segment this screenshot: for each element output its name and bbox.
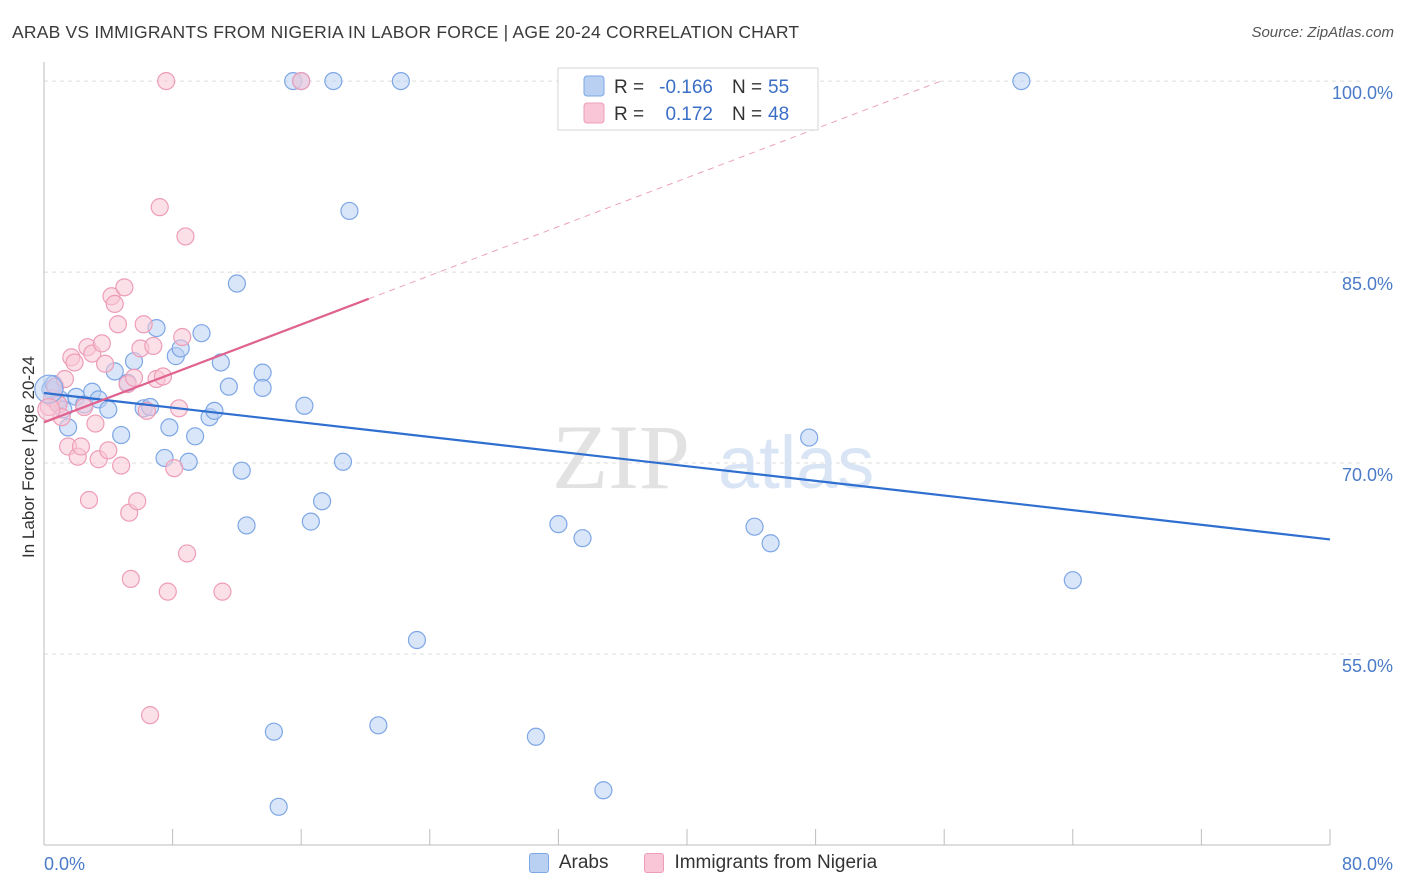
legend-swatch-arabs <box>583 75 605 97</box>
nigeria-point <box>95 354 115 373</box>
y-tick-label: 85.0% <box>1342 274 1393 294</box>
nigeria-point <box>128 492 147 511</box>
nigeria-point <box>137 401 156 420</box>
arabs-trend-line <box>43 391 1331 541</box>
arabs-point <box>112 425 131 445</box>
arabs-point <box>549 515 568 534</box>
nigeria-point <box>105 294 124 314</box>
nigeria-point <box>92 334 111 353</box>
arabs-point <box>253 363 272 382</box>
watermark-atlas: atlas <box>718 421 874 504</box>
nigeria-point <box>115 278 134 297</box>
chart-source: Source: ZipAtlas.com <box>1251 24 1394 41</box>
nigeria-point <box>158 582 177 601</box>
watermark: ZIP atlas <box>552 406 874 508</box>
legend-n-label-nigeria: N = <box>732 104 762 125</box>
chart-title: ARAB VS IMMIGRANTS FROM NIGERIA IN LABOR… <box>12 22 800 42</box>
arabs-point <box>407 630 427 650</box>
nigeria-point <box>177 544 197 563</box>
data-points <box>34 71 1082 816</box>
arabs-point <box>340 201 359 221</box>
arabs-point <box>594 781 613 800</box>
axes <box>43 62 1331 846</box>
legend-swatch-nigeria <box>583 102 605 124</box>
arabs-point <box>526 727 545 746</box>
bottom-legend-nigeria[interactable]: Immigrants from Nigeria <box>644 852 877 874</box>
nigeria-point <box>176 227 195 246</box>
arabs-point <box>324 71 343 91</box>
arabs-point <box>301 512 320 531</box>
arabs-point <box>99 400 118 419</box>
nigeria-trend-line <box>43 297 370 424</box>
bottom-legend-label-arabs: Arabs <box>558 852 609 873</box>
arabs-point <box>1012 71 1031 91</box>
nigeria-point <box>108 315 128 334</box>
legend-r-label-arabs: R = <box>614 77 644 98</box>
bottom-legend-label-nigeria: Immigrants from Nigeria <box>674 852 878 873</box>
nigeria-point <box>65 353 84 372</box>
legend: R = -0.166 N = 55 R = 0.172 N = 48 <box>557 67 819 131</box>
arabs-point <box>186 427 205 446</box>
nigeria-point <box>71 437 91 456</box>
arabs-point <box>160 418 179 437</box>
nigeria-point <box>173 327 192 347</box>
arabs-point <box>269 797 288 816</box>
legend-n-value-arabs: 55 <box>768 77 789 98</box>
arabs-point <box>264 722 283 741</box>
arabs-point <box>237 516 256 535</box>
nigeria-point <box>150 198 169 217</box>
arabs-point <box>745 517 764 536</box>
nigeria-point <box>79 490 99 510</box>
bottom-legend-swatch-arabs <box>528 853 549 873</box>
y-tick-label: 55.0% <box>1342 656 1393 676</box>
arabs-point <box>391 71 410 91</box>
nigeria-point <box>157 71 176 91</box>
nigeria-point <box>165 459 184 478</box>
arabs-point <box>333 452 353 471</box>
legend-r-value-arabs: -0.166 <box>659 77 713 98</box>
legend-n-value-nigeria: 48 <box>768 104 789 125</box>
arabs-point <box>1063 571 1082 590</box>
x-tick-label-left: 0.0% <box>44 854 85 874</box>
nigeria-point <box>124 368 144 387</box>
nigeria-point <box>112 456 131 475</box>
y-axis-title: In Labor Force | Age 20-24 <box>19 356 38 558</box>
nigeria-point <box>140 706 160 725</box>
arabs-point <box>761 534 780 553</box>
nigeria-point <box>86 414 105 433</box>
y-tick-label: 100.0% <box>1332 83 1393 103</box>
arabs-point <box>573 529 592 548</box>
grid-lines <box>44 80 1362 655</box>
arabs-point <box>232 461 251 480</box>
bottom-legend-swatch-nigeria <box>644 853 665 873</box>
nigeria-point <box>144 336 163 356</box>
arabs-point <box>295 396 314 415</box>
arabs-point <box>192 324 211 343</box>
nigeria-point <box>292 71 311 91</box>
arabs-point <box>253 378 272 398</box>
legend-n-label-arabs: N = <box>732 77 762 98</box>
nigeria-point <box>213 582 232 601</box>
bottom-legend-arabs[interactable]: Arabs <box>528 852 609 874</box>
tick-labels: 55.0% 70.0% 85.0% 100.0% 0.0% 80.0% <box>44 83 1393 874</box>
arabs-point <box>227 274 246 293</box>
legend-r-value-nigeria: 0.172 <box>665 104 713 125</box>
y-tick-label: 70.0% <box>1342 465 1393 485</box>
nigeria-trend-extension <box>368 80 942 300</box>
arabs-point <box>800 428 819 447</box>
bottom-legend: Arabs Immigrants from Nigeria <box>0 852 1406 874</box>
arabs-point <box>369 716 388 735</box>
nigeria-point <box>121 569 140 589</box>
nigeria-point <box>134 315 153 334</box>
arabs-point <box>312 492 332 511</box>
watermark-zip: ZIP <box>552 406 690 508</box>
arabs-point <box>219 377 238 396</box>
legend-r-label-nigeria: R = <box>614 104 644 125</box>
trend-lines <box>43 80 1331 541</box>
x-tick-label-right: 80.0% <box>1342 854 1393 874</box>
nigeria-point <box>99 441 118 460</box>
